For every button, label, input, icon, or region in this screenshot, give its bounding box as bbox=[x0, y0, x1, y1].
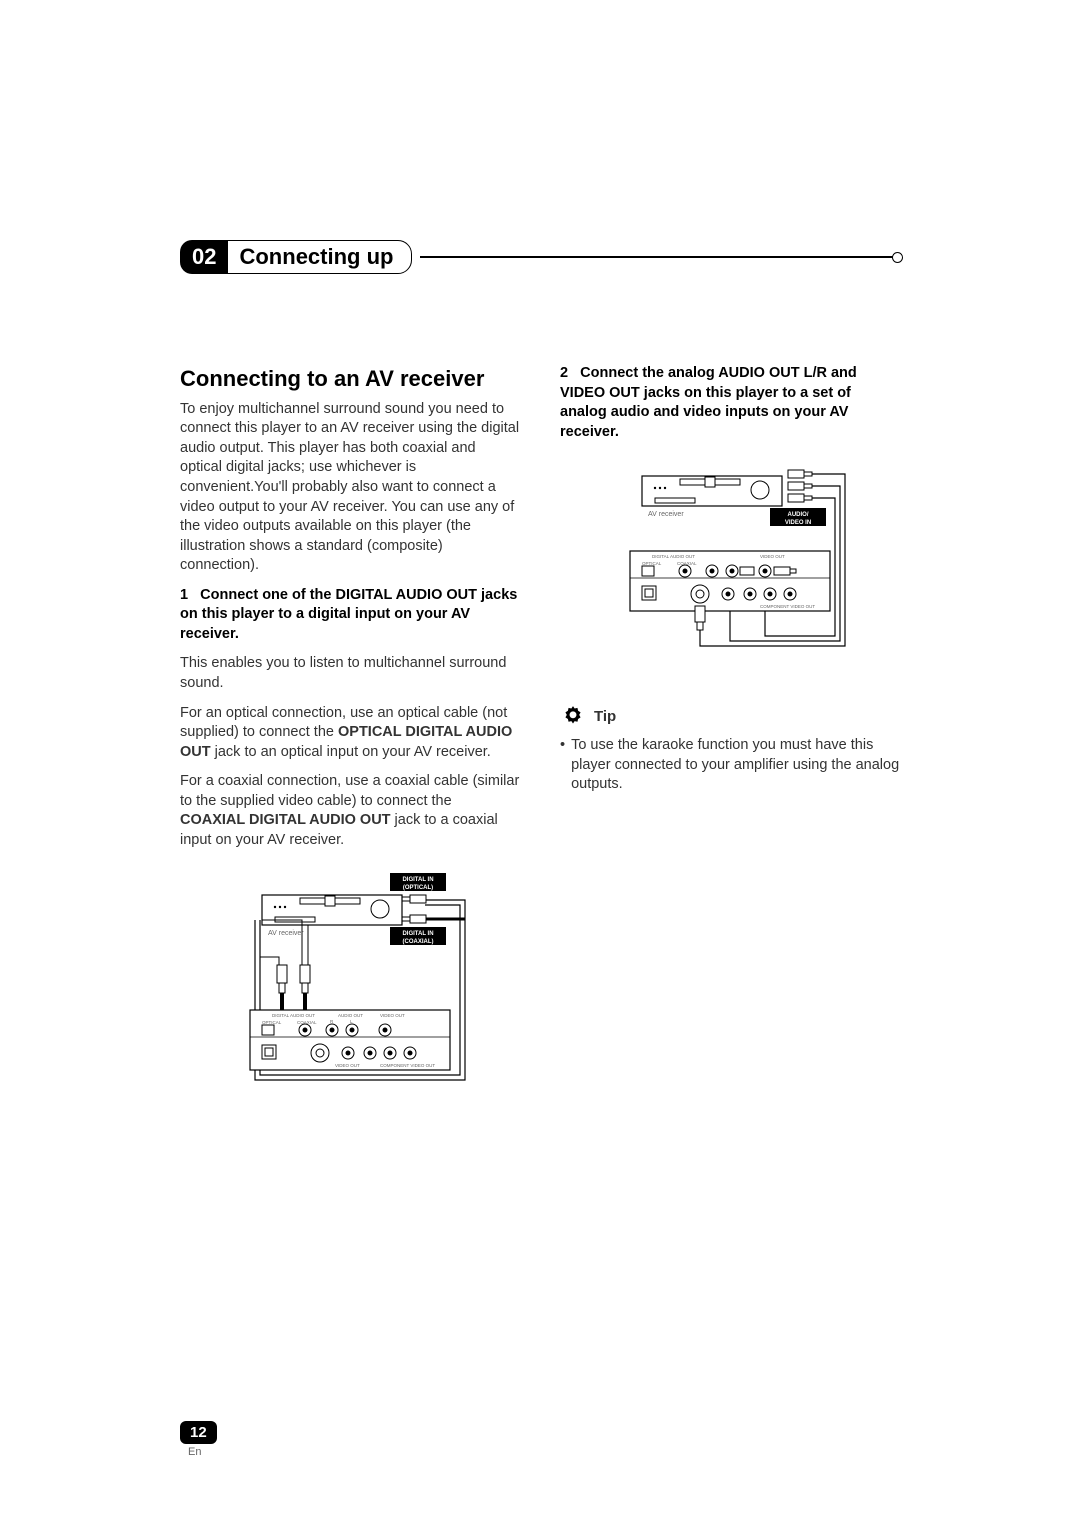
step-1-number: 1 bbox=[180, 587, 188, 603]
page-number-badge: 12 bbox=[180, 1421, 217, 1444]
optical-text-c: jack to an optical input on your AV rece… bbox=[211, 744, 491, 760]
panel-label-dao-2: DIGITAL AUDIO OUT bbox=[652, 554, 695, 559]
step-1-body: This enables you to listen to multichann… bbox=[180, 654, 520, 693]
label-coaxial: (COAXIAL) bbox=[403, 939, 434, 945]
step-1-instruction: Connect one of the DIGITAL AUDIO OUT jac… bbox=[180, 587, 517, 642]
av-receiver-label: AV receiver bbox=[268, 930, 304, 937]
label-optical: (OPTICAL) bbox=[403, 885, 433, 891]
chapter-title: Connecting up bbox=[239, 244, 393, 269]
tip-body: To use the karaoke function you must hav… bbox=[571, 736, 900, 795]
step-2: 2 Connect the analog AUDIO OUT L/R and V… bbox=[560, 364, 900, 442]
page-language: En bbox=[188, 1446, 217, 1458]
digital-connection-diagram: DIGITAL IN (OPTICAL) DIGITAL IN (COAXIAL… bbox=[220, 865, 480, 1125]
panel-label-component: COMPONENT VIDEO OUT bbox=[380, 1063, 435, 1068]
panel-label-optical: OPTICAL bbox=[262, 1020, 282, 1025]
label-audio-video-in-1: AUDIO/ bbox=[788, 512, 809, 518]
gear-icon bbox=[560, 704, 586, 730]
step-2-number: 2 bbox=[560, 365, 568, 381]
bullet-dot: • bbox=[560, 736, 565, 795]
label-audio-video-in-2: VIDEO IN bbox=[785, 520, 811, 526]
panel-label-video-out: VIDEO OUT bbox=[380, 1013, 405, 1018]
coax-jack-name: COAXIAL DIGITAL AUDIO OUT bbox=[180, 812, 391, 828]
panel-label-component-2: COMPONENT VIDEO OUT bbox=[760, 604, 815, 609]
analog-connection-diagram: AV receiver AUDIO/ VIDEO IN DIGITAL AUDI… bbox=[600, 456, 860, 686]
chapter-title-pill: Connecting up bbox=[226, 240, 412, 274]
coaxial-paragraph: For a coaxial connection, use a coaxial … bbox=[180, 772, 520, 850]
section-heading: Connecting to an AV receiver bbox=[180, 364, 520, 394]
label-digital-in-2: DIGITAL IN bbox=[402, 931, 433, 937]
coax-text-a: For a coaxial connection, use a coaxial … bbox=[180, 773, 519, 809]
intro-paragraph: To enjoy multichannel surround sound you… bbox=[180, 400, 520, 576]
tip-label: Tip bbox=[594, 707, 616, 727]
chapter-rule bbox=[420, 256, 900, 258]
right-column: 2 Connect the analog AUDIO OUT L/R and V… bbox=[560, 364, 900, 1143]
chapter-header: 02 Connecting up bbox=[180, 240, 900, 274]
page-footer: 12 En bbox=[180, 1421, 217, 1458]
panel-label-video-out-3: VIDEO OUT bbox=[760, 554, 785, 559]
panel-label-video-out-2: VIDEO OUT bbox=[335, 1063, 360, 1068]
tip-header: Tip bbox=[560, 704, 900, 730]
chapter-number-badge: 02 bbox=[180, 240, 228, 274]
left-column: Connecting to an AV receiver To enjoy mu… bbox=[180, 364, 520, 1143]
panel-label-audio-out: AUDIO OUT bbox=[338, 1013, 363, 1018]
step-2-instruction: Connect the analog AUDIO OUT L/R and VID… bbox=[560, 365, 857, 440]
step-1: 1 Connect one of the DIGITAL AUDIO OUT j… bbox=[180, 586, 520, 645]
label-digital-in: DIGITAL IN bbox=[402, 877, 433, 883]
content-columns: Connecting to an AV receiver To enjoy mu… bbox=[180, 364, 900, 1143]
panel-label-dao: DIGITAL AUDIO OUT bbox=[272, 1013, 315, 1018]
av-receiver-label-2: AV receiver bbox=[648, 511, 684, 518]
optical-paragraph: For an optical connection, use an optica… bbox=[180, 704, 520, 763]
tip-bullet-item: • To use the karaoke function you must h… bbox=[560, 736, 900, 795]
panel-label-optical-2: OPTICAL bbox=[642, 561, 662, 566]
